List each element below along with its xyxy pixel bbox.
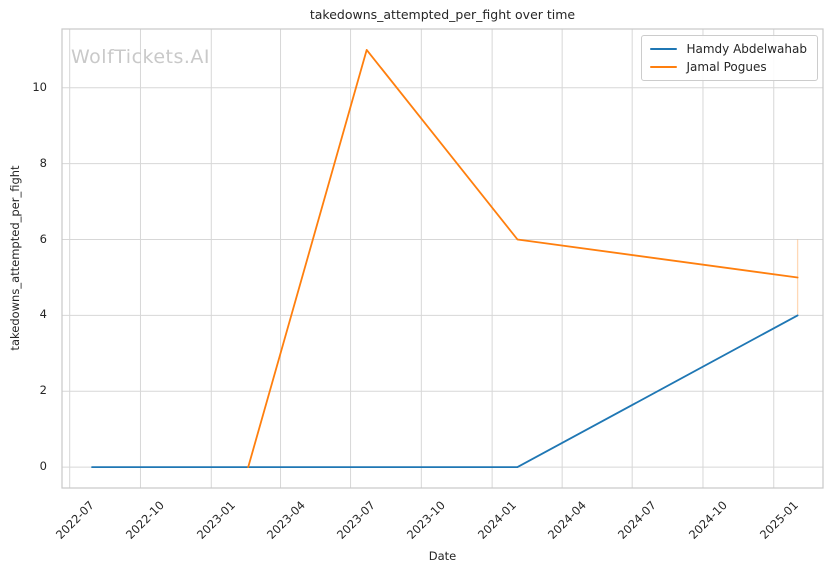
- legend-entry-hamdy-abdelwahab: Hamdy Abdelwahab: [650, 42, 807, 56]
- y-tick-label: 8: [39, 155, 47, 170]
- y-tick-label: 6: [39, 231, 47, 246]
- series-line-jamal-pogues: [247, 49, 799, 469]
- y-tick-label: 0: [39, 459, 47, 474]
- legend-line-swatch: [650, 48, 678, 50]
- legend-entry-jamal-pogues: Jamal Pogues: [650, 60, 807, 74]
- x-axis-label: Date: [428, 549, 457, 563]
- y-axis-label: takedowns_attempted_per_fight: [8, 165, 22, 351]
- legend-line-swatch: [650, 66, 678, 68]
- watermark-text: WolfTickets.AI: [71, 46, 211, 68]
- y-tick-label: 4: [39, 307, 47, 322]
- y-tick-label: 2: [39, 383, 47, 398]
- legend: Hamdy Abdelwahab Jamal Pogues: [641, 35, 818, 81]
- y-tick-label: 10: [32, 79, 47, 94]
- legend-label: Hamdy Abdelwahab: [686, 42, 807, 56]
- plot-border: [61, 28, 824, 489]
- legend-label: Jamal Pogues: [686, 60, 767, 74]
- series-line-hamdy-abdelwahab: [91, 314, 799, 469]
- chart-title: takedowns_attempted_per_fight over time: [309, 7, 576, 22]
